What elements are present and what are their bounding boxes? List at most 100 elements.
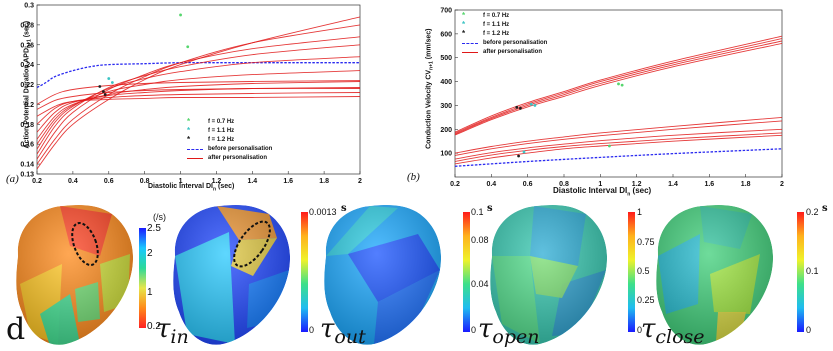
map-label-d-main: d <box>6 312 26 347</box>
apd-xtick-label: 0.4 <box>68 178 78 185</box>
legend-dot-black-icon <box>187 136 203 144</box>
cv-series-f-1-2-hz-point <box>517 154 520 158</box>
cv-xlabel-text: Diastolic Interval DI <box>553 186 628 195</box>
cv-legend-row-1: f = 1.1 Hz <box>462 21 547 30</box>
cv-xtick-label: 2 <box>780 181 784 188</box>
legend-dot-cyan-icon <box>187 127 203 135</box>
cv-legend: f = 0.7 Hz f = 1.1 Hz f = 1.2 Hz before … <box>462 12 547 57</box>
cv-ytick-label: 400 <box>440 79 452 86</box>
apd-series-f-0-7-hz-point <box>186 45 190 49</box>
highlight-ellipse <box>71 221 99 267</box>
apd-ytick-label: 0.3 <box>24 3 34 10</box>
cv-series-after-personalisation-line <box>455 128 782 160</box>
colorbar-tau-open-tick: 0.5 <box>637 266 650 276</box>
cv-xtick-label: 1.2 <box>632 181 642 188</box>
cv-series-f-0-7-hz-point <box>620 83 624 87</box>
cv-series-after-personalisation-line <box>455 132 782 162</box>
heart-surface <box>173 205 290 345</box>
cv-ytick-label: 600 <box>440 31 452 38</box>
apd-legend-row-2: f = 1.2 Hz <box>187 136 272 145</box>
cv-xtick-label: 1.8 <box>741 181 751 188</box>
cv-ytick-label: 300 <box>440 103 452 110</box>
highlight-ellipse <box>233 220 271 268</box>
map-label-tau-out: τout <box>320 314 366 348</box>
apd-xtick-label: 1.8 <box>319 178 329 185</box>
legend-dot-green-icon <box>462 12 478 20</box>
map-label-tau-close-main: τ <box>641 314 656 344</box>
colorbar-tau-in-tick: 0.0013 <box>309 207 337 217</box>
heart-map-tau-in <box>173 205 290 345</box>
apd-plot-frame <box>36 4 361 175</box>
cv-ylabel-unit: (mm/sec) <box>425 28 433 60</box>
cv-xlabel-unit: (sec) <box>632 186 652 195</box>
apd-legend-row-3: before personalisation <box>187 145 272 154</box>
cv-series-after-personalisation-line <box>455 40 782 135</box>
legend-solid-line-icon <box>187 158 203 159</box>
heart-map-d <box>16 205 133 345</box>
apd-ytick-label: 0.13 <box>20 172 34 179</box>
heart-surface <box>16 205 133 345</box>
cv-ytick-label: 500 <box>440 55 452 62</box>
heart-surface <box>490 205 607 345</box>
heart-shading <box>173 205 290 345</box>
colorbar-tau-out-tick: 0.1 <box>471 207 484 217</box>
heart-shading <box>490 205 607 345</box>
cv-legend-label-0: f = 0.7 Hz <box>483 13 510 19</box>
cv-series-f-0-7-hz-point <box>608 144 611 148</box>
apd-xtick-label: 0.6 <box>104 178 114 185</box>
colorbar-tau-close <box>797 212 804 332</box>
heart-shading <box>324 205 441 345</box>
cv-ytick-label: 700 <box>440 8 452 15</box>
cv-chart: 0.2 0.4 0.6 0.8 1 1.2 1.4 1.6 1.8 2 100 200 300 400 50… <box>440 8 784 189</box>
apd-series-f-0-7-hz-point <box>179 13 182 17</box>
apd-xlabel-unit: (sec) <box>217 183 235 190</box>
colorbar-tau-out-tick: 0.04 <box>471 279 489 289</box>
apd-legend-label-1: f = 1.1 Hz <box>208 128 235 134</box>
apd-xtick-label: 1.6 <box>283 178 293 185</box>
colorbar-tau-close-unit: s <box>822 203 828 214</box>
colorbar-d-tick: 2 <box>147 248 153 259</box>
apd-series-after-personalisation-line <box>37 70 360 145</box>
legend-dot-black-icon <box>462 30 478 38</box>
colorbar-tau-out <box>463 212 470 332</box>
apd-xtick-label: 1.4 <box>247 178 257 185</box>
cv-series-f-0-7-hz-point <box>617 82 620 86</box>
apd-series-f-1-2-hz-point <box>103 93 107 96</box>
apd-xtick-label: 1.2 <box>212 178 222 185</box>
apd-legend: f = 0.7 Hz f = 1.1 Hz f = 1.2 Hz before … <box>187 118 272 163</box>
apd-xtick-label: 0.2 <box>32 178 42 185</box>
apd-chart: 0.2 0.4 0.6 0.8 1 1.2 1.4 1.6 1.8 2 0.13 0.14 0.16 0.… <box>20 3 362 186</box>
apd-series-f-1-2-hz-point <box>101 90 105 93</box>
colorbar-tau-out-tick: 0 <box>471 325 477 335</box>
cv-ylabel-text: Conduction Velocity CV <box>425 69 433 149</box>
colorbar-d-tick: 1 <box>147 287 153 298</box>
cv-xtick-label: 1 <box>598 181 602 188</box>
apd-legend-label-0: f = 0.7 Hz <box>208 119 235 125</box>
cv-series-after-personalisation-line <box>455 134 782 165</box>
cv-legend-label-1: f = 1.1 Hz <box>483 22 510 28</box>
cv-legend-label-4: after personalisation <box>483 49 543 55</box>
apd-ytick-label: 0.14 <box>20 162 34 169</box>
cv-legend-row-4: after personalisation <box>462 48 547 57</box>
apd-xlabel-sub: n <box>212 186 217 193</box>
cv-data-layer <box>455 35 782 167</box>
cv-legend-row-3: before personalisation <box>462 39 547 48</box>
apd-series-after-personalisation-line <box>37 96 360 117</box>
cv-series-after-personalisation-line <box>455 38 782 134</box>
cv-legend-label-2: f = 1.2 Hz <box>483 31 510 37</box>
cv-series-f-1-2-hz-point <box>515 105 519 109</box>
heart-map-tau-close <box>656 205 773 345</box>
cv-ytick-label: 200 <box>440 127 452 134</box>
map-label-tau-open: τopen <box>478 314 539 348</box>
apd-ytick-label: 0.2 <box>24 102 34 109</box>
apd-data-layer <box>37 13 360 170</box>
cv-series-f-1-2-hz-point <box>519 106 522 110</box>
apd-ytick-label: 0.16 <box>20 142 34 149</box>
heart-surface <box>656 205 773 345</box>
colorbar-d <box>139 228 146 328</box>
apd-series-before-personalisation-line <box>37 61 360 89</box>
colorbar-tau-in-tick: 0 <box>309 325 315 335</box>
cv-xtick-label: 0.8 <box>559 181 569 188</box>
heart-map-tau-out <box>324 205 441 345</box>
